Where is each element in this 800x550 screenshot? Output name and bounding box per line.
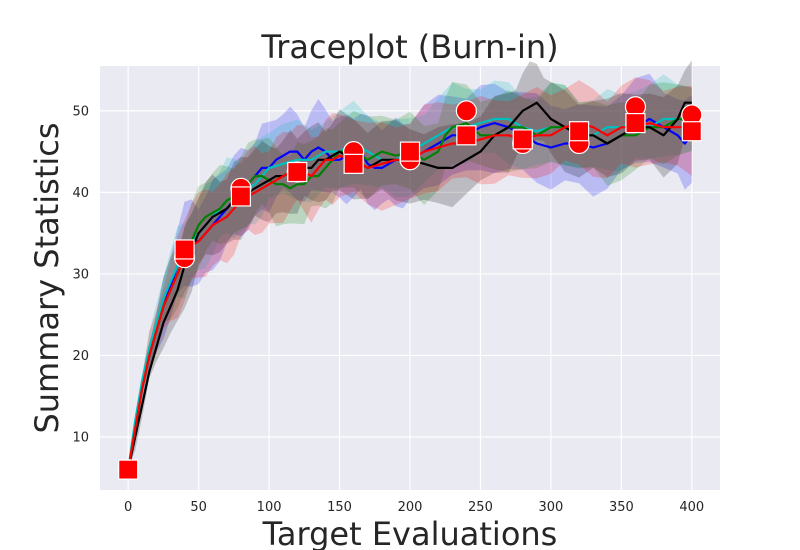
series-line [127,117,692,470]
y-tick-label: 10 [72,431,89,446]
y-tick-label: 50 [72,104,89,119]
series-line [127,101,692,470]
x-tick-label: 300 [538,500,563,515]
series-band [128,60,692,470]
x-tick-label: 250 [468,500,493,515]
square-marker [343,153,364,174]
square-marker [512,129,533,150]
square-marker [681,121,702,142]
y-axis-label: Summary Statistics [28,122,66,433]
square-marker [118,459,139,480]
x-tick-label: 150 [327,500,352,515]
square-marker [456,125,477,146]
x-axis-label: Target Evaluations [262,515,558,550]
x-tick-label: 400 [679,500,704,515]
chart-title: Traceplot (Burn-in) [260,28,558,66]
square-marker [230,186,252,207]
x-tick-label: 200 [398,500,423,515]
series-band [128,77,692,470]
y-tick-label: 20 [72,349,89,364]
y-tick-label: 30 [72,267,89,282]
circle-marker [455,100,477,122]
tick-labels: 0 50 100 150 200 250 300 350 400 10 20 30 40 50 [72,104,704,515]
x-tick-label: 0 [124,500,132,515]
confidence-bands [128,60,692,470]
square-marker [625,112,646,134]
series-band [128,82,692,470]
markers [117,96,703,481]
square-marker [568,121,590,142]
x-tick-label: 50 [190,500,207,515]
x-tick-label: 350 [609,500,634,515]
square-marker [399,141,421,162]
x-tick-label: 100 [257,500,282,515]
square-marker [174,239,195,260]
series-band [128,73,692,470]
square-marker [287,161,308,183]
y-tick-label: 40 [72,186,89,201]
series-band [128,74,692,470]
